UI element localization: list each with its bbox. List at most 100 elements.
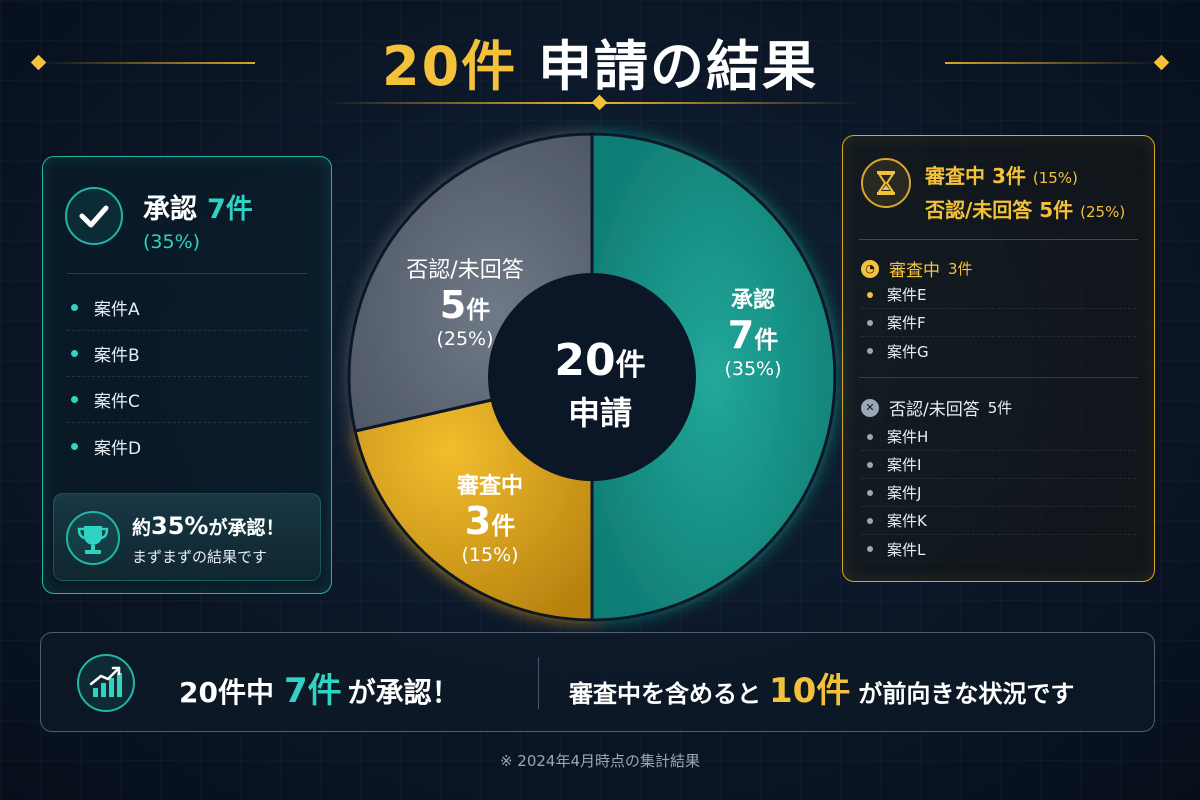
slice-count-number: 7 [727,313,755,357]
divider [859,239,1138,240]
callout-headline: 約35%が承認！ [132,512,284,540]
slice-count-number: 5 [439,283,467,327]
banner-positive-text: 審査中を含めると 10件 が前向きな状況です [569,663,1074,712]
slice-count: 7件 [698,313,808,358]
approved-case-list: 案件A 案件B 案件C 案件D [67,285,307,469]
banner-divider [538,657,539,709]
list-item: 案件L [861,535,1136,563]
bullet-icon [867,517,873,524]
case-label: 案件A [94,300,140,320]
pie-center-hole [488,273,696,481]
hourglass-icon [861,158,911,208]
slice-count-unit: 件 [466,296,491,324]
x-circle-icon: ✕ [861,398,879,417]
list-item: 案件K [861,507,1136,535]
rejected-summary-percent: (25%) [1080,203,1126,221]
slice-percent: (15%) [461,543,519,566]
center-total-unit: 件 [615,348,646,383]
center-caption: 申請 [567,394,632,433]
pending-rejected-panel: 審査中 3件 (15%) 否認/未回答 5件 (25%) ◔ 審査中 3件 案件… [842,135,1155,582]
case-label: 案件E [887,286,927,304]
case-label: 案件H [887,428,929,446]
pending-summary-percent: (15%) [1032,169,1078,187]
slice-count-unit: 件 [754,326,779,354]
slice-count-unit: 件 [491,512,516,540]
list-item: 案件J [861,479,1136,507]
approved-percent: (35%) [143,231,201,253]
bullet-icon [71,396,78,403]
case-label: 案件I [887,456,922,474]
banner-positive-count: 10件 [769,671,851,711]
callout-prefix: 約 [132,517,152,539]
case-label: 案件G [887,342,929,361]
list-item: 案件F [861,309,1136,337]
approved-label: 承認 [143,194,197,225]
pie-chart [347,132,837,622]
slice-name: 否認/未回答 [406,258,524,283]
callout-subtext: まずまずの結果です [132,548,268,566]
banner-text-suffix: が前向きな状況です [858,680,1075,708]
summary-banner: 20件中 7件 が承認！ 審査中を含めると 10件 が前向きな状況です [40,632,1155,732]
callout-percent: 35% [151,512,209,540]
rejected-group-label: 否認/未回答 [889,400,980,420]
bullet-icon [867,319,873,326]
rejected-group-header: ✕ 否認/未回答 5件 [861,395,1012,420]
pending-case-list: 案件E 案件F 案件G [861,281,1136,365]
pending-group-count: 3件 [948,260,973,278]
divider [67,273,307,274]
bullet-icon [71,304,78,311]
rejected-case-list: 案件H 案件I 案件J 案件K 案件L [861,423,1136,563]
title-rest: 申請の結果 [537,35,818,98]
bullet-icon [867,546,873,552]
pending-summary: 審査中 3件 (15%) [925,160,1078,189]
approved-count: 7件 [207,194,253,225]
approved-heading: 承認 7件 [143,187,253,226]
case-label: 案件F [887,314,926,332]
summary-callout: 約35%が承認！ まずまずの結果です [53,493,321,581]
slice-count-number: 3 [464,499,492,543]
slice-label-approved: 承認 7件 (35%) [698,282,808,380]
case-label: 案件B [94,346,140,366]
slice-name: 審査中 [456,474,523,499]
list-item: 案件D [67,423,307,469]
bullet-icon [71,350,78,357]
title-rule-right [945,62,1160,64]
divider [859,377,1138,378]
list-item: 案件C [67,377,307,423]
list-item: 案件A [67,285,307,331]
pie-center-label: 20件 申請 [510,337,690,434]
title-highlight: 20件 [382,35,518,98]
rejected-group-count: 5件 [987,399,1013,417]
trophy-icon [66,511,120,565]
rejected-summary-main: 否認/未回答 5件 [925,198,1074,222]
slice-percent: (25%) [436,327,494,350]
title-area: 20件 申請の結果 [0,22,1200,112]
pending-group-header: ◔ 審査中 3件 [861,256,973,281]
case-label: 案件L [887,540,926,559]
title-rule-left [40,62,255,64]
banner-text-prefix: 20件中 [179,676,274,709]
banner-text-suffix: が承認！ [347,676,460,709]
banner-text-prefix: 審査中を含めると [569,680,761,708]
pending-group-label: 審査中 [889,261,940,281]
clock-icon: ◔ [861,259,879,278]
list-item: 案件I [861,451,1136,479]
center-total: 20件 [510,337,690,384]
growth-chart-icon [77,654,135,712]
pending-summary-main: 審査中 3件 [925,164,1026,188]
case-label: 案件K [887,512,927,530]
slice-percent: (35%) [724,357,782,380]
bullet-icon [867,489,873,496]
case-label: 案件J [887,484,922,502]
slice-label-pending: 審査中 3件 (15%) [435,468,545,566]
bullet-icon [867,433,873,440]
banner-approved-text: 20件中 7件 が承認！ [179,663,460,712]
list-item: 案件H [861,423,1136,451]
bullet-icon [867,461,873,468]
check-icon [65,187,123,245]
list-item: 案件B [67,331,307,377]
case-label: 案件D [94,438,142,459]
page-title: 20件 申請の結果 [0,22,1200,101]
banner-approved-count: 7件 [283,671,342,711]
slice-name: 承認 [730,288,775,313]
